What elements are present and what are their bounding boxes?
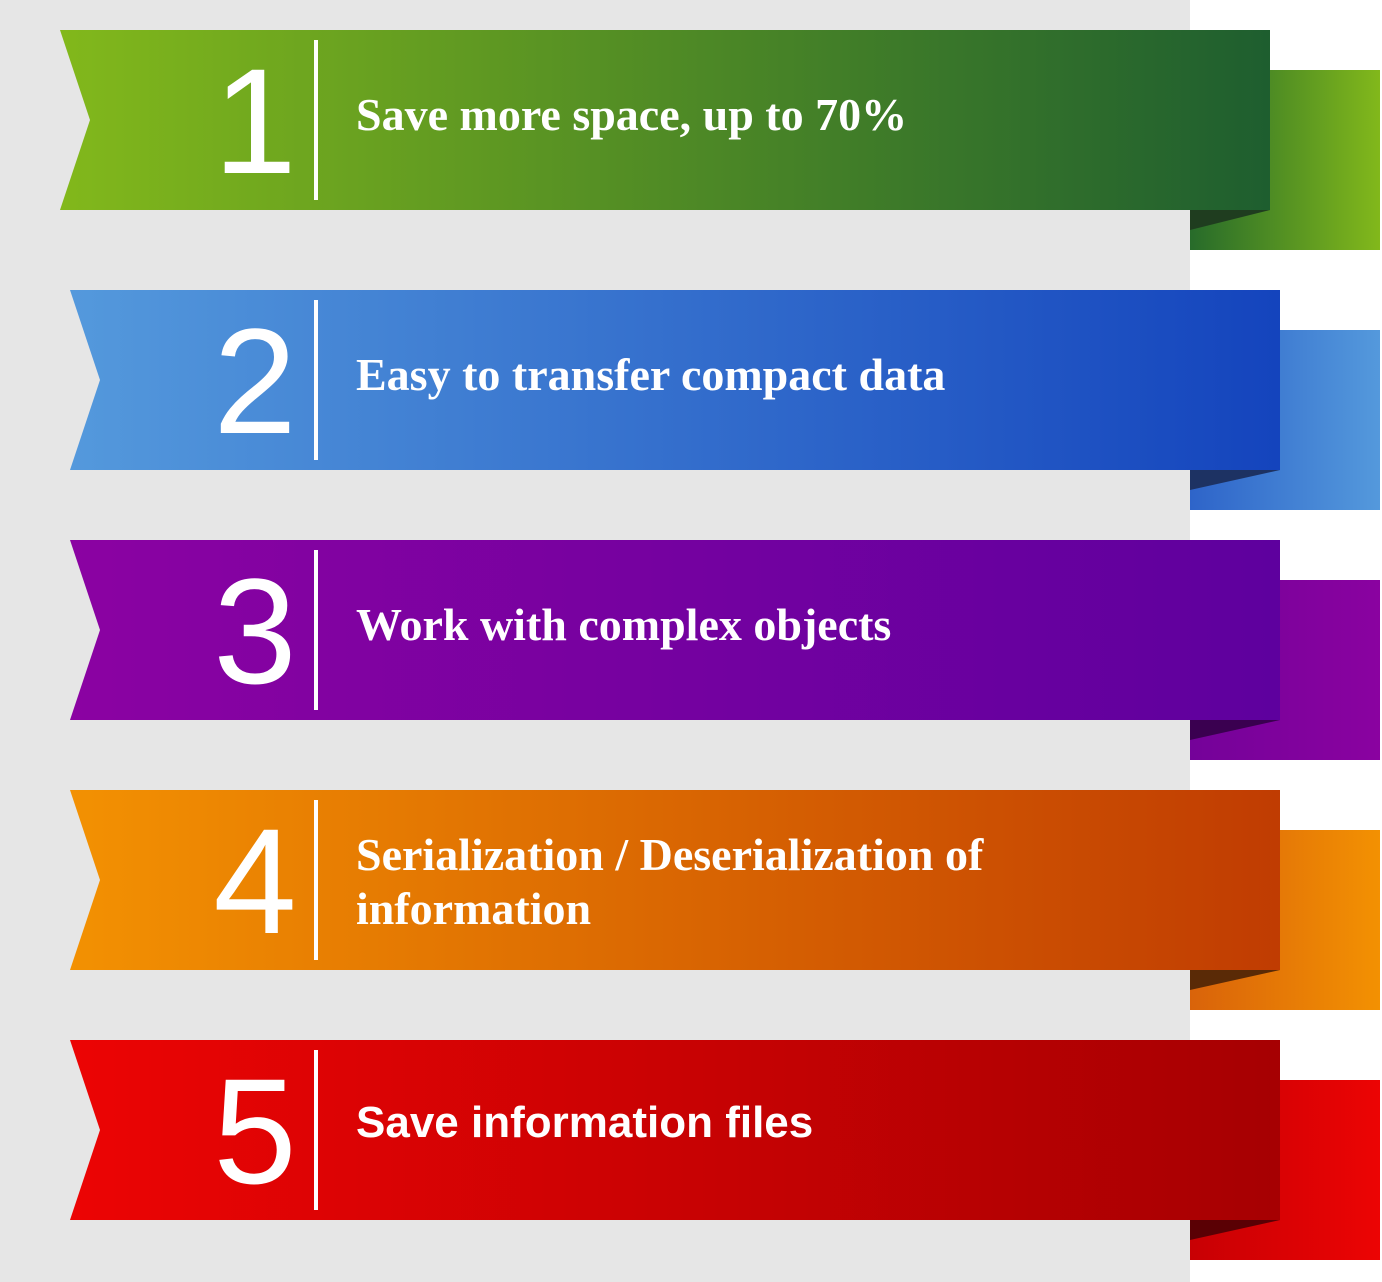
ribbon-fold-2	[1190, 470, 1280, 490]
step-label-4: Serialization / Deserialization of infor…	[356, 829, 984, 934]
step-label-5: Save information files	[356, 1098, 814, 1147]
step-number-3: 3	[213, 547, 297, 715]
ribbon-fold-1	[1190, 210, 1270, 230]
ribbon-banner-3	[70, 540, 1280, 720]
step-number-4: 4	[213, 797, 297, 965]
ribbon-banner-2	[70, 290, 1280, 470]
step-label-1: Save more space, up to 70%	[356, 89, 908, 140]
ribbon-fold-4	[1190, 970, 1280, 990]
step-number-5: 5	[213, 1047, 297, 1215]
ribbon-banner-1	[60, 30, 1270, 210]
ribbon-banner-4	[70, 790, 1280, 970]
step-number-2: 2	[213, 297, 297, 465]
step-number-1: 1	[213, 37, 297, 205]
step-label-3: Work with complex objects	[356, 599, 892, 650]
ribbon-fold-3	[1190, 720, 1280, 740]
ribbon-banner-5	[70, 1040, 1280, 1220]
ribbon-fold-5	[1190, 1220, 1280, 1240]
step-label-2: Easy to transfer compact data	[356, 349, 946, 400]
